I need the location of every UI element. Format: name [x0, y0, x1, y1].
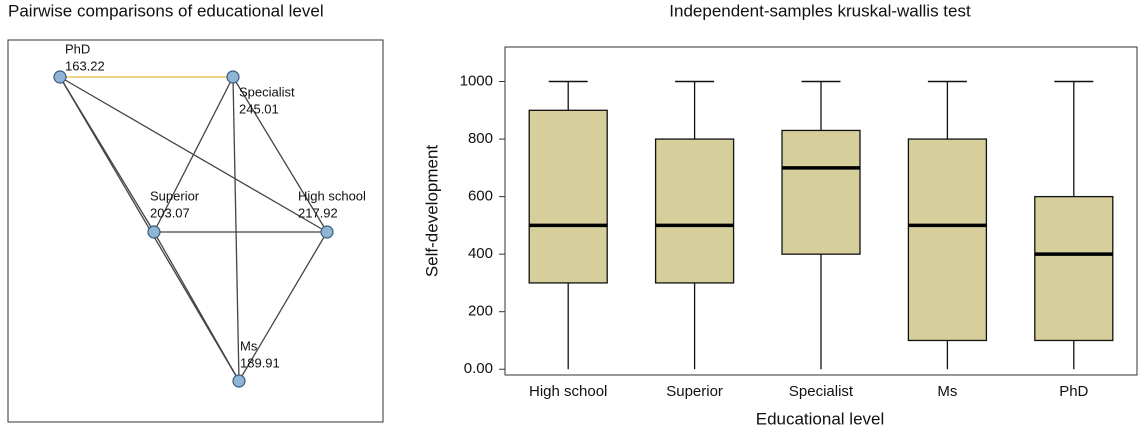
node-label: Specialist: [239, 84, 295, 99]
plot-frame: [504, 46, 1138, 376]
node-label: High school: [298, 188, 366, 203]
node-label: PhD: [65, 41, 90, 56]
node: [226, 70, 240, 84]
x-tick-label: Specialist: [789, 383, 854, 400]
node-value: 203.07: [150, 205, 190, 220]
edge: [232, 76, 240, 382]
x-tick-label: Ms: [937, 383, 957, 400]
network-title: Pairwise comparisons of educational leve…: [8, 1, 324, 20]
edge: [232, 76, 328, 233]
node-value: 217.92: [298, 205, 338, 220]
y-tick-label: 600: [468, 188, 493, 205]
node-value: 189.91: [240, 355, 280, 370]
node-label: Superior: [150, 188, 200, 203]
node: [232, 374, 246, 388]
box: [654, 138, 735, 284]
x-axis-label: Educational level: [756, 409, 885, 428]
node: [53, 70, 67, 84]
node-label: Ms: [240, 338, 258, 353]
box: [781, 129, 861, 255]
node: [147, 225, 161, 239]
y-tick-label: 0.00: [464, 360, 493, 377]
box-title: Independent-samples kruskal-wallis test: [669, 1, 971, 20]
box: [1034, 195, 1114, 342]
network-frame: [7, 39, 384, 423]
y-tick-label: 1000: [460, 72, 493, 89]
edge: [153, 76, 234, 233]
node-value: 163.22: [65, 58, 105, 73]
y-axis-label: Self-development: [422, 145, 441, 278]
box: [907, 138, 988, 342]
edge: [238, 231, 328, 382]
y-tick-label: 400: [468, 245, 493, 262]
x-tick-label: PhD: [1059, 383, 1088, 400]
edge: [153, 231, 240, 382]
box: [528, 109, 608, 284]
x-tick-label: High school: [529, 383, 607, 400]
x-tick-label: Superior: [666, 383, 723, 400]
node: [320, 225, 334, 239]
y-tick-label: 800: [468, 130, 493, 147]
node-value: 245.01: [239, 101, 279, 116]
y-tick-label: 200: [468, 303, 493, 320]
